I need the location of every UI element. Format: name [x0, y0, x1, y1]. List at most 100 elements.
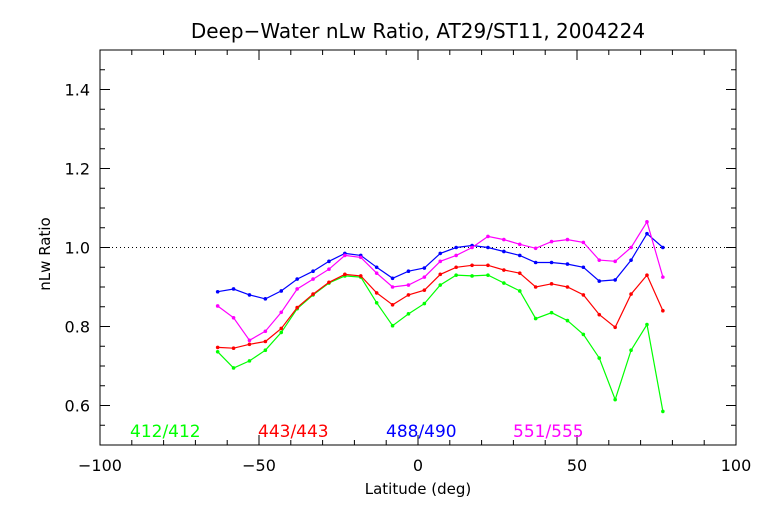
data-point — [454, 245, 458, 250]
data-point — [517, 271, 522, 275]
data-point — [565, 285, 570, 289]
data-point — [597, 356, 602, 360]
data-point — [597, 312, 602, 317]
data-point — [581, 265, 586, 270]
data-point — [549, 239, 554, 244]
data-point — [279, 326, 284, 331]
data-point — [486, 273, 490, 277]
data-point — [645, 322, 649, 327]
data-point — [358, 255, 363, 260]
data-point — [406, 312, 411, 316]
data-point — [311, 269, 315, 274]
data-point — [454, 253, 458, 258]
x-tick-label: −100 — [78, 456, 122, 475]
data-point — [231, 346, 236, 351]
data-point — [517, 253, 522, 258]
data-point — [231, 366, 236, 370]
data-point — [215, 349, 220, 354]
data-point — [295, 305, 299, 310]
data-point — [422, 288, 427, 292]
data-point — [517, 242, 522, 247]
data-point — [613, 259, 617, 264]
data-point — [486, 263, 490, 268]
legend-entry: 488/490 — [386, 422, 457, 442]
data-point — [613, 397, 617, 402]
legend-entry: 412/412 — [130, 422, 201, 442]
data-point — [247, 342, 252, 347]
data-point — [661, 275, 665, 279]
data-point — [406, 283, 411, 287]
data-point — [374, 301, 379, 305]
data-point — [422, 301, 427, 306]
data-point — [215, 289, 220, 294]
data-point — [263, 348, 268, 353]
data-point — [374, 265, 379, 270]
legend: 412/412 443/443 488/490 551/555 — [130, 422, 584, 442]
data-point — [343, 253, 347, 258]
data-point — [629, 245, 633, 250]
tick-labels: −100 −50 0 50 100 0.6 0.8 1.0 1.2 1.4 — [65, 81, 752, 476]
data-point — [502, 268, 506, 272]
data-point — [565, 237, 570, 242]
x-tick-label: 0 — [413, 456, 423, 475]
data-point — [327, 259, 331, 264]
x-tick-label: 50 — [567, 456, 587, 475]
data-point — [247, 293, 252, 297]
y-tick-label: 0.8 — [65, 318, 90, 337]
data-point — [565, 262, 570, 266]
series-443-443 — [215, 263, 665, 351]
data-point — [581, 332, 586, 337]
data-point — [390, 276, 395, 281]
data-point — [613, 278, 617, 282]
y-tick-label: 1.4 — [65, 81, 90, 100]
data-point — [231, 287, 236, 291]
data-point — [311, 292, 315, 296]
data-point — [454, 265, 458, 270]
data-point — [502, 281, 506, 285]
data-point — [247, 359, 252, 363]
x-tick-label: 100 — [721, 456, 752, 475]
data-point — [215, 345, 220, 350]
data-point — [327, 267, 331, 272]
data-point — [295, 277, 299, 281]
data-point — [470, 274, 474, 278]
axis-ticks — [99, 49, 737, 446]
data-point — [581, 240, 586, 245]
data-point — [422, 275, 427, 279]
data-point — [279, 310, 284, 315]
data-point — [247, 338, 252, 343]
data-point — [613, 325, 617, 330]
data-point — [629, 348, 633, 353]
data-point — [517, 289, 522, 293]
data-point — [390, 285, 395, 289]
data-point — [390, 323, 395, 328]
data-point — [374, 291, 379, 295]
data-point — [661, 308, 665, 313]
series-line — [217, 274, 664, 412]
series-551-555 — [215, 220, 665, 343]
chart-title: Deep−Water nLw Ratio, AT29/ST11, 2004224 — [191, 19, 645, 43]
data-point — [327, 280, 331, 285]
data-point — [549, 260, 554, 265]
data-point — [470, 263, 474, 268]
data-point — [581, 293, 586, 297]
data-point — [597, 258, 602, 262]
data-point — [390, 302, 395, 307]
data-point — [215, 304, 220, 308]
data-point — [279, 330, 284, 335]
data-point — [661, 409, 665, 414]
data-point — [422, 266, 427, 270]
data-point — [263, 329, 268, 334]
data-point — [438, 251, 443, 256]
series-line — [217, 220, 664, 342]
data-point — [486, 245, 490, 250]
data-point — [645, 231, 649, 236]
data-point — [438, 259, 443, 264]
data-point — [502, 237, 506, 242]
legend-entry: 551/555 — [513, 422, 584, 442]
data-point — [533, 316, 538, 321]
series-412-412 — [215, 273, 665, 414]
data-point — [533, 285, 538, 289]
x-axis-label: Latitude (deg) — [365, 480, 471, 498]
legend-entry: 443/443 — [258, 422, 329, 442]
